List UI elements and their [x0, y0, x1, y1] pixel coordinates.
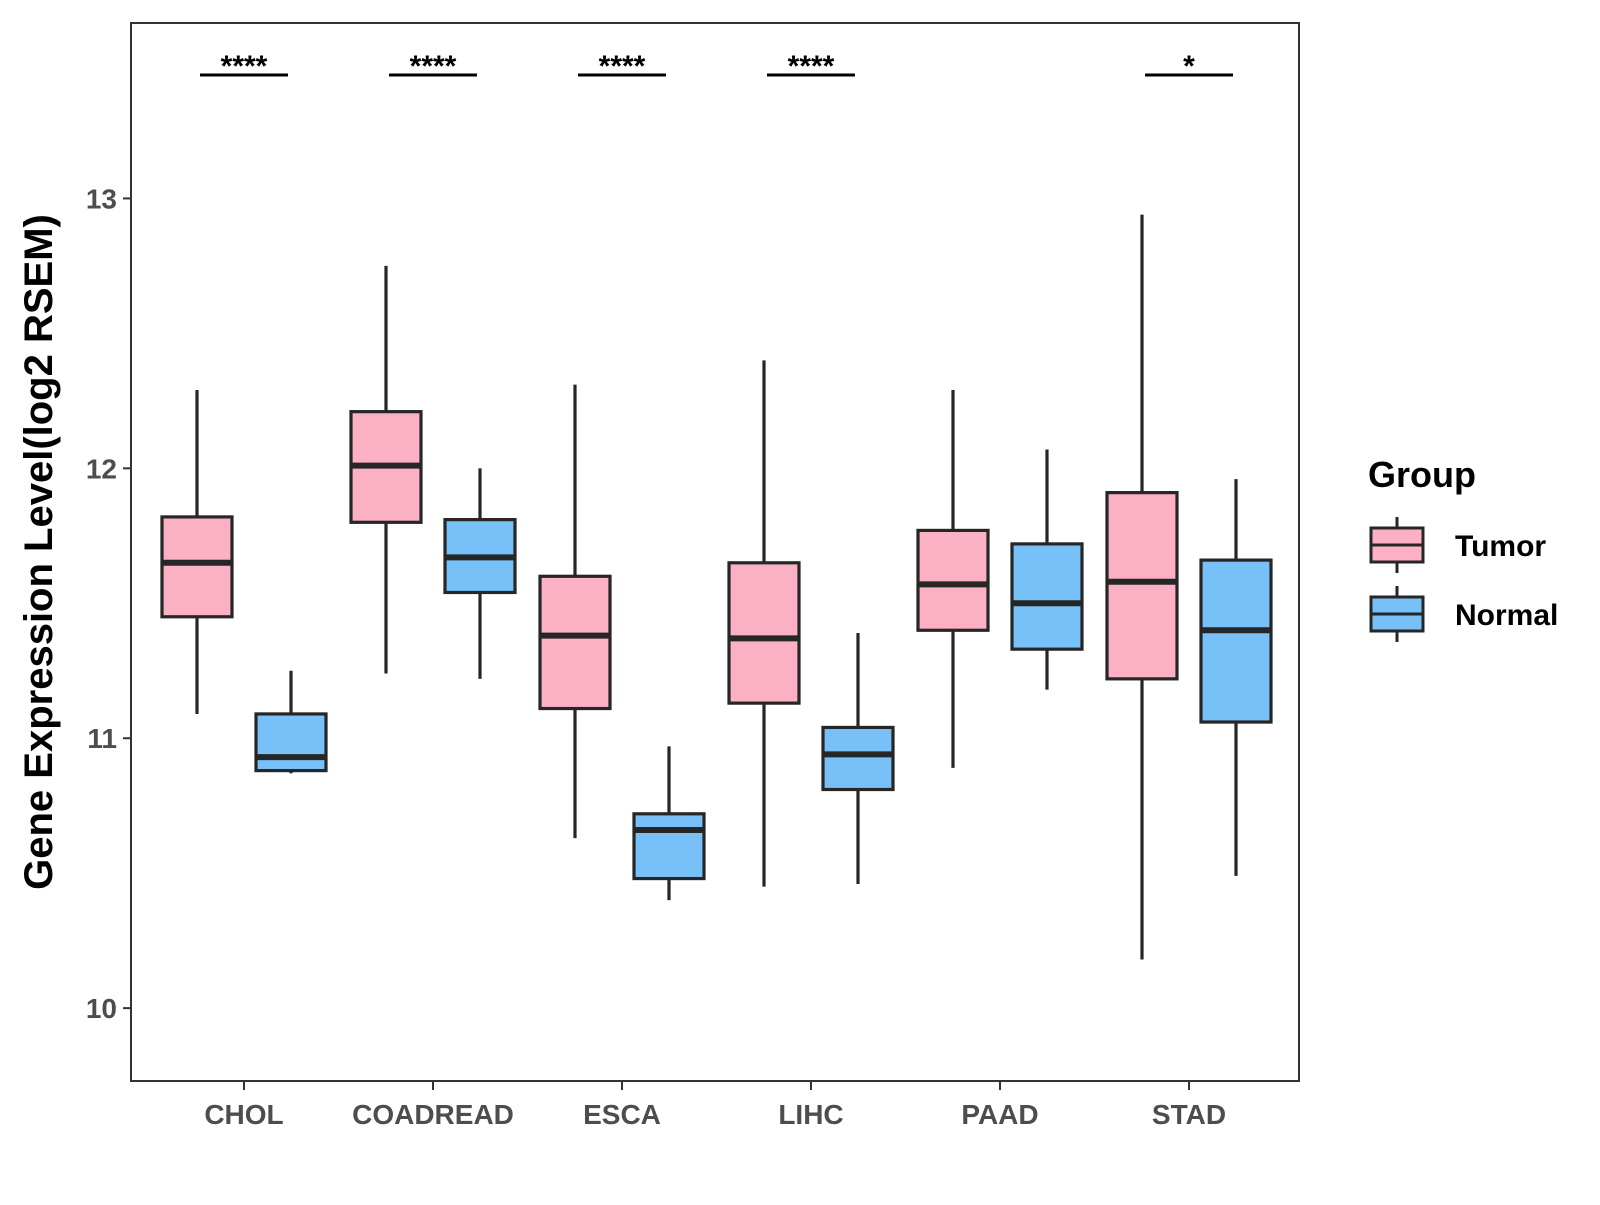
legend-entry-normal: Normal [1369, 586, 1558, 642]
plot-panel [130, 22, 1300, 1082]
box-tumor-lihc [727, 360, 801, 887]
significance-label: **** [599, 50, 646, 83]
legend-title: Group [1368, 454, 1476, 495]
box-iqr [821, 725, 895, 792]
box-normal-paad [1010, 449, 1084, 690]
box-normal-chol [254, 670, 328, 774]
significance-label: **** [410, 50, 457, 83]
box-tumor-stad [1105, 214, 1179, 960]
box-iqr [727, 561, 801, 705]
x-tick-label: CHOL [204, 1099, 283, 1130]
box-series [160, 214, 1273, 960]
y-axis: 10 11 12 13 [86, 183, 131, 1024]
box-normal-coadread [443, 468, 517, 679]
box-tumor-coadread [349, 265, 423, 674]
box-tumor-chol [160, 390, 234, 714]
box-iqr [916, 528, 990, 632]
y-tick-label: 12 [86, 453, 117, 484]
box-iqr [632, 812, 706, 881]
significance-label: **** [788, 50, 835, 83]
x-tick-label: PAAD [961, 1099, 1038, 1130]
x-tick-label: LIHC [778, 1099, 843, 1130]
box-iqr [1105, 491, 1179, 681]
box-iqr [254, 712, 328, 773]
significance-label: **** [221, 50, 268, 83]
box-tumor-esca [538, 384, 612, 839]
x-tick-label: ESCA [583, 1099, 661, 1130]
significance-label: * [1183, 50, 1195, 83]
y-tick-label: 10 [86, 993, 117, 1024]
box-iqr [1199, 558, 1273, 724]
box-tumor-paad [916, 390, 990, 768]
box-normal-stad [1199, 479, 1273, 876]
y-axis-title: Gene Expression Level(log2 RSEM) [17, 214, 61, 890]
x-tick-label: COADREAD [352, 1099, 514, 1130]
legend-label: Tumor [1455, 530, 1546, 563]
legend-entry-tumor: Tumor [1369, 517, 1546, 573]
significance-annotations: **** **** **** **** * [200, 50, 1233, 83]
y-tick-label: 11 [87, 723, 117, 754]
box-normal-esca [632, 746, 706, 901]
box-iqr [160, 515, 234, 619]
legend: Group Tumor Normal [1368, 454, 1558, 642]
box-iqr [538, 574, 612, 711]
box-normal-lihc [821, 632, 895, 884]
x-tick-label: STAD [1152, 1099, 1226, 1130]
y-tick-label: 13 [86, 183, 117, 214]
box-iqr [1010, 542, 1084, 651]
legend-label: Normal [1455, 599, 1558, 632]
x-axis: CHOL COADREAD ESCA LIHC PAAD STAD [204, 1081, 1226, 1130]
